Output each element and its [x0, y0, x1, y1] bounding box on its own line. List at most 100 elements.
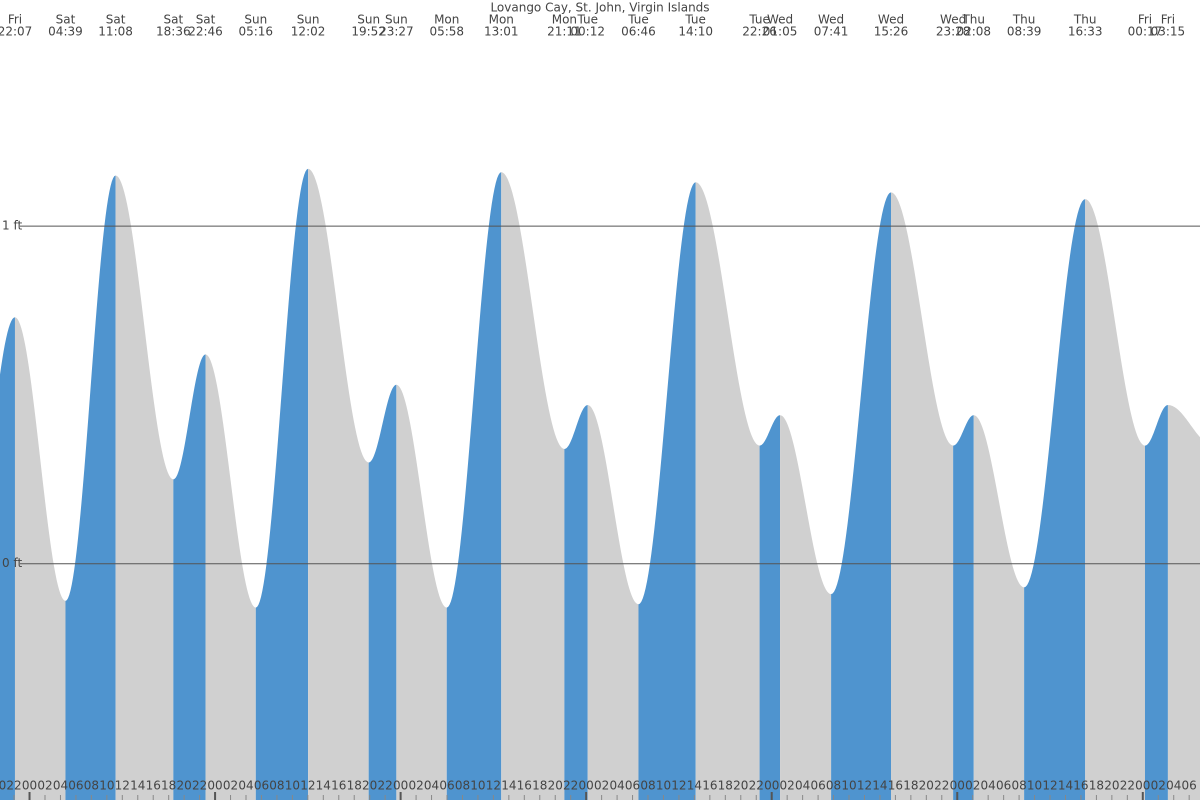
tide-segment — [973, 415, 1025, 800]
extreme-time: 23:28 — [936, 25, 971, 39]
tide-segment — [501, 172, 565, 800]
x-tick-label: 02 — [594, 779, 609, 793]
x-tick-label: 14 — [316, 779, 331, 793]
extreme-day: Fri — [8, 13, 22, 27]
x-tick-label: 22 — [378, 779, 393, 793]
tide-segment — [14, 317, 66, 800]
x-tick-label: 22 — [934, 779, 949, 793]
x-tick-label: 22 — [1120, 779, 1135, 793]
extreme-day: Sat — [106, 13, 126, 27]
x-tick-label: 10 — [1027, 779, 1042, 793]
y-tick-label: 1 ft — [2, 219, 22, 233]
x-tick-label: 06 — [254, 779, 269, 793]
x-tick-label: 16 — [331, 779, 346, 793]
extreme-day: Mon — [552, 13, 577, 27]
extreme-day: Thu — [961, 13, 985, 27]
x-tick-label: 20 — [1104, 779, 1119, 793]
x-tick-label: 00 — [1135, 779, 1150, 793]
extreme-time: 18:36 — [156, 25, 191, 39]
x-tick-label: 14 — [687, 779, 702, 793]
extreme-time: 07:41 — [814, 25, 849, 39]
chart-title: Lovango Cay, St. John, Virgin Islands — [490, 1, 709, 15]
tide-segment — [587, 405, 639, 800]
extreme-day: Wed — [940, 13, 966, 27]
x-tick-label: 06 — [810, 779, 825, 793]
x-tick-label: 08 — [1011, 779, 1026, 793]
x-tick-label: 08 — [84, 779, 99, 793]
extreme-time: 00:17 — [1128, 25, 1163, 39]
extreme-day: Sun — [244, 13, 267, 27]
extreme-time: 13:01 — [484, 25, 519, 39]
extreme-day: Mon — [489, 13, 514, 27]
x-tick-label: 16 — [702, 779, 717, 793]
x-tick-label: 08 — [826, 779, 841, 793]
x-tick-label: 18 — [903, 779, 918, 793]
extreme-day: Wed — [818, 13, 844, 27]
x-tick-label: 22 — [563, 779, 578, 793]
x-tick-label: 04 — [981, 779, 996, 793]
extreme-day: Sat — [196, 13, 216, 27]
tide-segment — [396, 384, 447, 800]
x-tick-label: 04 — [53, 779, 68, 793]
x-tick-label: 22 — [6, 779, 21, 793]
extreme-time: 08:39 — [1007, 25, 1042, 39]
x-tick-label: 00 — [393, 779, 408, 793]
tide-segment — [1144, 405, 1168, 800]
extreme-time: 22:07 — [0, 25, 32, 39]
x-tick-label: 06 — [439, 779, 454, 793]
tide-segment — [759, 415, 781, 800]
extreme-time: 14:10 — [678, 25, 713, 39]
x-tick-label: 12 — [671, 779, 686, 793]
tide-segment — [695, 182, 760, 800]
x-tick-label: 18 — [532, 779, 547, 793]
extreme-day: Sat — [56, 13, 76, 27]
x-tick-label: 02 — [1151, 779, 1166, 793]
extreme-time: 21:11 — [547, 25, 582, 39]
tide-segment — [831, 192, 892, 800]
x-tick-label: 20 — [0, 779, 6, 793]
x-tick-label: 14 — [872, 779, 887, 793]
x-tick-label: 20 — [919, 779, 934, 793]
x-tick-label: 02 — [408, 779, 423, 793]
extreme-day: Tue — [627, 13, 649, 27]
extreme-day: Sun — [297, 13, 320, 27]
x-tick-label: 02 — [37, 779, 52, 793]
x-tick-label: 12 — [857, 779, 872, 793]
tide-segment — [564, 405, 588, 800]
tide-segment — [1024, 199, 1086, 800]
tide-segment — [205, 354, 256, 800]
extreme-time: 12:02 — [291, 25, 326, 39]
x-tick-label: 00 — [207, 779, 222, 793]
x-tick-label: 12 — [300, 779, 315, 793]
x-tick-label: 12 — [486, 779, 501, 793]
tide-segment — [173, 354, 206, 800]
x-tick-label: 04 — [795, 779, 810, 793]
tide-segment — [368, 384, 397, 800]
extreme-day: Fri — [1138, 13, 1152, 27]
extreme-time: 19:52 — [351, 25, 386, 39]
x-tick-label: 22 — [192, 779, 207, 793]
extreme-time: 15:26 — [874, 25, 909, 39]
extreme-time: 04:39 — [48, 25, 83, 39]
extreme-day: Wed — [767, 13, 793, 27]
x-tick-label: 00 — [764, 779, 779, 793]
extreme-day: Thu — [1073, 13, 1097, 27]
x-tick-label: 10 — [470, 779, 485, 793]
extreme-day: Tue — [748, 13, 770, 27]
x-tick-label: 20 — [177, 779, 192, 793]
x-tick-label: 08 — [640, 779, 655, 793]
tide-segment — [638, 182, 696, 800]
x-tick-label: 14 — [501, 779, 516, 793]
x-tick-label: 18 — [161, 779, 176, 793]
x-tick-label: 18 — [1089, 779, 1104, 793]
x-tick-label: 00 — [22, 779, 37, 793]
x-tick-label: 20 — [548, 779, 563, 793]
x-tick-label: 10 — [656, 779, 671, 793]
x-tick-label: 00 — [579, 779, 594, 793]
tide-segment — [308, 168, 369, 800]
x-tick-label: 06 — [68, 779, 83, 793]
extreme-time: 11:08 — [98, 25, 133, 39]
x-tick-label: 16 — [517, 779, 532, 793]
extreme-day: Thu — [1012, 13, 1036, 27]
